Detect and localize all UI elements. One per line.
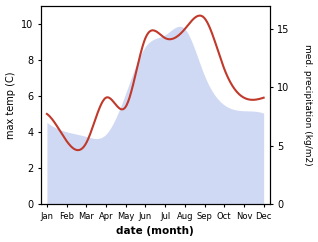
Y-axis label: max temp (C): max temp (C) (5, 71, 16, 139)
Y-axis label: med. precipitation (kg/m2): med. precipitation (kg/m2) (303, 44, 313, 166)
X-axis label: date (month): date (month) (116, 227, 194, 236)
